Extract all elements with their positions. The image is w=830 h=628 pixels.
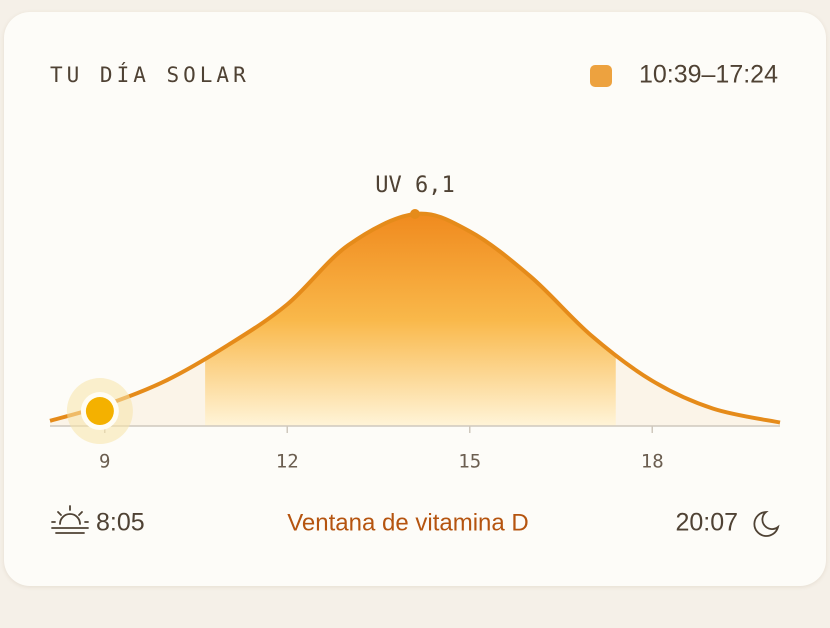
moon-icon: [753, 511, 780, 537]
title: TU DÍA SOLAR: [50, 62, 250, 87]
x-tick-label: 9: [99, 451, 110, 473]
sunset-time: 20:07: [675, 509, 738, 537]
sunrise-icon: [51, 505, 89, 534]
area-window: [205, 213, 616, 426]
legend-swatch: [590, 65, 612, 87]
sunrise-time: 8:05: [96, 509, 145, 537]
peak-label: UV 6,1: [375, 173, 454, 198]
x-tick-label: 12: [276, 451, 299, 473]
x-tick-label: 15: [458, 451, 481, 473]
peak-dot: [410, 209, 420, 220]
window-label: 10:39–17:24: [639, 61, 778, 89]
footer-label: Ventana de vitamina D: [287, 509, 529, 536]
x-tick-label: 18: [641, 451, 664, 473]
sun-marker: [85, 397, 114, 426]
